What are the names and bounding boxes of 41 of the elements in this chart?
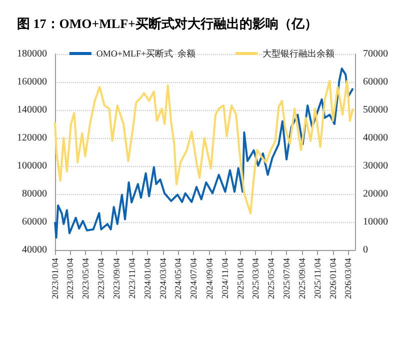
x-tick-label: 2025/11/04 [312,258,322,299]
y2-tick-label: 0 [363,244,368,256]
x-tick-label: 2025/09/04 [297,258,307,300]
y-tick-label: 60000 [22,216,47,228]
chart-title: 图 17：OMO+MLF+买断式对大行融出的影响（亿） [17,16,318,31]
x-tick-label: 2024/01/04 [142,258,153,300]
x-tick-label: 2025/01/04 [235,258,246,300]
y2-tick-label: 50000 [363,104,388,116]
x-tick-label: 2026/01/04 [328,258,338,300]
y-tick-label: 100000 [17,160,47,172]
line-series [54,68,354,239]
x-tick-label: 2023/03/04 [64,258,75,300]
x-tick-label: 2026/03/04 [342,258,353,300]
x-tick-label: 2024/09/04 [204,258,214,300]
y2-tick-label: 10000 [363,216,388,228]
legend-label: OMO+MLF+买断式 余额 [96,48,196,58]
y2-tick-label: 20000 [363,188,388,200]
y-tick-label: 120000 [17,132,47,144]
x-tick-label: 2024/11/04 [220,258,230,299]
y-tick-label: 80000 [22,188,47,200]
x-tick-label: 2023/11/04 [127,258,138,299]
legend-label: 大型银行融出余额 [262,48,335,58]
y2-tick-label: 60000 [363,76,388,88]
x-tick-label: 2023/07/04 [96,258,106,300]
y-tick-label: 140000 [17,104,47,116]
x-tick-label: 2023/01/04 [50,258,60,300]
y-tick-label: 40000 [22,244,47,256]
x-tick-label: 2024/05/04 [173,258,184,300]
y2-tick-label: 40000 [363,132,388,144]
line-series [54,80,354,214]
y2-tick-label: 70000 [363,48,388,60]
x-tick-label: 2025/05/04 [266,258,276,300]
x-tick-label: 2025/03/04 [250,258,260,300]
y2-tick-label: 30000 [363,160,388,172]
x-tick-label: 2025/07/04 [281,258,292,300]
x-tick-label: 2024/07/04 [188,258,199,300]
x-tick-label: 2023/09/04 [112,258,122,300]
y-tick-label: 160000 [17,76,47,88]
x-tick-label: 2024/03/04 [158,258,168,300]
y-tick-label: 180000 [17,48,47,60]
x-tick-label: 2023/05/04 [80,258,90,300]
